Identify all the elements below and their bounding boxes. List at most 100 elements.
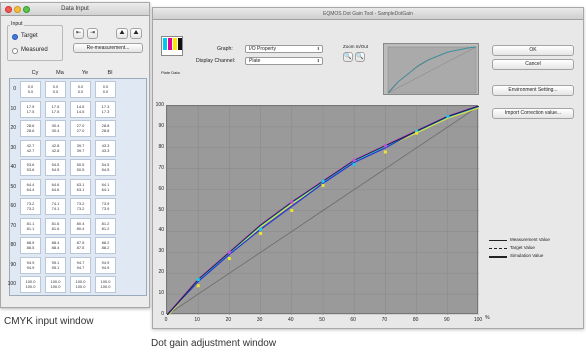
- cell-value: 28.8: [101, 128, 110, 133]
- cell-value: 53.6: [26, 162, 35, 167]
- cell-value: 94.9: [26, 264, 35, 270]
- legend-measurement: Measurement Value: [489, 237, 579, 245]
- data-cell[interactable]: 95.1 95.1: [45, 256, 66, 274]
- ok-button[interactable]: OK: [492, 45, 574, 56]
- cell-value: 94.9: [26, 259, 35, 265]
- arrow-right-button[interactable]: ⇥: [87, 28, 98, 39]
- data-cell[interactable]: 87.5 87.5: [70, 237, 91, 254]
- data-cell[interactable]: 17.5 17.5: [45, 100, 66, 118]
- data-cell[interactable]: 0.0 0.0: [95, 81, 116, 98]
- data-cell[interactable]: 53.6 53.6: [20, 159, 41, 176]
- data-cell[interactable]: 81.6 81.6: [45, 217, 66, 235]
- cell-value: 14.5: [76, 103, 85, 109]
- data-cell[interactable]: 73.2 73.2: [20, 198, 41, 215]
- data-cell[interactable]: 27.0 27.0: [70, 120, 91, 137]
- data-cell[interactable]: 94.9 94.9: [95, 256, 116, 274]
- y-tick-label: 40: [158, 227, 164, 234]
- cell-value: 54.5: [101, 162, 110, 167]
- arrow-left-button[interactable]: ⇤: [73, 28, 84, 39]
- column-header-ye: Ye: [81, 70, 89, 76]
- data-cell[interactable]: 100.0 100.0: [70, 276, 91, 293]
- data-cell[interactable]: 100.0 100.0: [95, 276, 116, 293]
- display-channel-select[interactable]: Plate ⬍: [245, 57, 323, 65]
- dot-gain-window: EQMOS Dot Gain Tool - SampleDotGain Plat…: [152, 7, 584, 329]
- data-cell[interactable]: 80.4 80.4: [70, 217, 91, 235]
- data-cell[interactable]: 94.7 94.7: [70, 256, 91, 274]
- y-tick-label: 60: [158, 185, 164, 192]
- x-tick-label: 20: [225, 317, 232, 323]
- cell-value: 0.0: [52, 89, 59, 94]
- data-cell[interactable]: 50.5 50.5: [70, 159, 91, 176]
- zoom-icon[interactable]: [23, 6, 30, 13]
- display-channel-label: Display Channel:: [196, 58, 236, 64]
- data-cell[interactable]: 64.4 64.4: [20, 178, 41, 196]
- cell-value: 100.0: [75, 279, 86, 284]
- data-cell[interactable]: 63.1 63.1: [70, 178, 91, 196]
- data-cell[interactable]: 17.5 17.5: [20, 100, 41, 118]
- data-cell[interactable]: 17.3 17.3: [95, 100, 116, 118]
- radio-measured-label: Measured: [21, 47, 48, 53]
- cell-value: 73.2: [76, 201, 85, 206]
- data-cell[interactable]: 100.0 100.0: [20, 276, 41, 293]
- cell-value: 39.7: [76, 142, 85, 148]
- data-cell[interactable]: 74.1 74.1: [45, 198, 66, 215]
- mountain-icon-button[interactable]: ⛰: [116, 28, 128, 39]
- input-group-label: Input: [10, 21, 24, 27]
- cell-value: 30.4: [51, 123, 60, 128]
- data-cell[interactable]: 88.4 88.4: [45, 237, 66, 254]
- data-cell[interactable]: 88.2 88.2: [95, 237, 116, 254]
- y-tick-label: 80: [158, 143, 164, 150]
- data-cell[interactable]: 30.4 30.4: [45, 120, 66, 137]
- data-cell[interactable]: 14.5 14.5: [70, 100, 91, 118]
- data-cell[interactable]: 0.0 0.0: [20, 81, 41, 98]
- graph-select[interactable]: I/O Property ⬍: [245, 45, 323, 53]
- row-label: 70: [10, 222, 16, 229]
- data-marker: [352, 158, 356, 162]
- x-unit: %: [485, 315, 490, 321]
- data-cell[interactable]: 28.6 28.6: [20, 120, 41, 137]
- dot-gain-chart[interactable]: [166, 105, 479, 315]
- cell-value: 81.6: [51, 220, 60, 226]
- cell-value: 100.0: [25, 279, 36, 284]
- cell-value: 0.0: [77, 89, 84, 94]
- data-marker: [321, 183, 325, 187]
- data-cell[interactable]: 88.5 88.5: [20, 237, 41, 254]
- overview-thumbnail[interactable]: [383, 43, 479, 95]
- data-cell[interactable]: 73.9 73.9: [95, 198, 116, 215]
- data-cell[interactable]: 81.1 81.1: [20, 217, 41, 235]
- data-cell[interactable]: 64.1 64.1: [95, 178, 116, 196]
- cell-value: 81.6: [51, 225, 60, 231]
- data-cell[interactable]: 28.8 28.8: [95, 120, 116, 137]
- radio-target[interactable]: Target: [12, 33, 62, 41]
- data-cell[interactable]: 42.7 42.7: [20, 139, 41, 157]
- import-correction-button[interactable]: Import Correction value...: [492, 108, 574, 119]
- zoom-out-button[interactable]: 🔍: [355, 52, 365, 62]
- cell-value: 73.2: [26, 201, 35, 206]
- cancel-button[interactable]: Cancel: [492, 59, 574, 70]
- data-cell[interactable]: 39.7 39.7: [70, 139, 91, 157]
- zoom-label: Zoom In/Out: [343, 44, 369, 49]
- data-cell[interactable]: 42.8 42.8: [45, 139, 66, 157]
- data-cell[interactable]: 0.0 0.0: [70, 81, 91, 98]
- mountain-alt-icon-button[interactable]: ⛰: [130, 28, 142, 39]
- remeasurement-button[interactable]: Re-measurement...: [73, 43, 143, 53]
- data-cell[interactable]: 64.6 64.6: [45, 178, 66, 196]
- data-cell[interactable]: 54.5 54.5: [45, 159, 66, 176]
- data-cell[interactable]: 94.9 94.9: [20, 256, 41, 274]
- row-label: 100: [7, 281, 16, 287]
- x-tick-label: 10: [194, 317, 200, 323]
- data-cell[interactable]: 73.2 73.2: [70, 198, 91, 215]
- data-cell[interactable]: 81.2 81.2: [95, 217, 116, 235]
- data-cell[interactable]: 54.5 54.5: [95, 159, 116, 176]
- data-cell[interactable]: 100.0 100.0: [45, 276, 66, 293]
- radio-measured[interactable]: Measured: [12, 47, 62, 55]
- data-marker: [321, 179, 325, 183]
- radio-off-icon: [12, 48, 18, 54]
- zoom-in-button[interactable]: 🔍: [343, 52, 353, 62]
- minimize-icon[interactable]: [14, 6, 21, 13]
- cell-value: 87.5: [76, 245, 85, 250]
- environment-setting-button[interactable]: Environment Setting...: [492, 85, 574, 96]
- close-icon[interactable]: [5, 6, 12, 13]
- data-cell[interactable]: 43.3 43.3: [95, 139, 116, 157]
- data-cell[interactable]: 0.0 0.0: [45, 81, 66, 98]
